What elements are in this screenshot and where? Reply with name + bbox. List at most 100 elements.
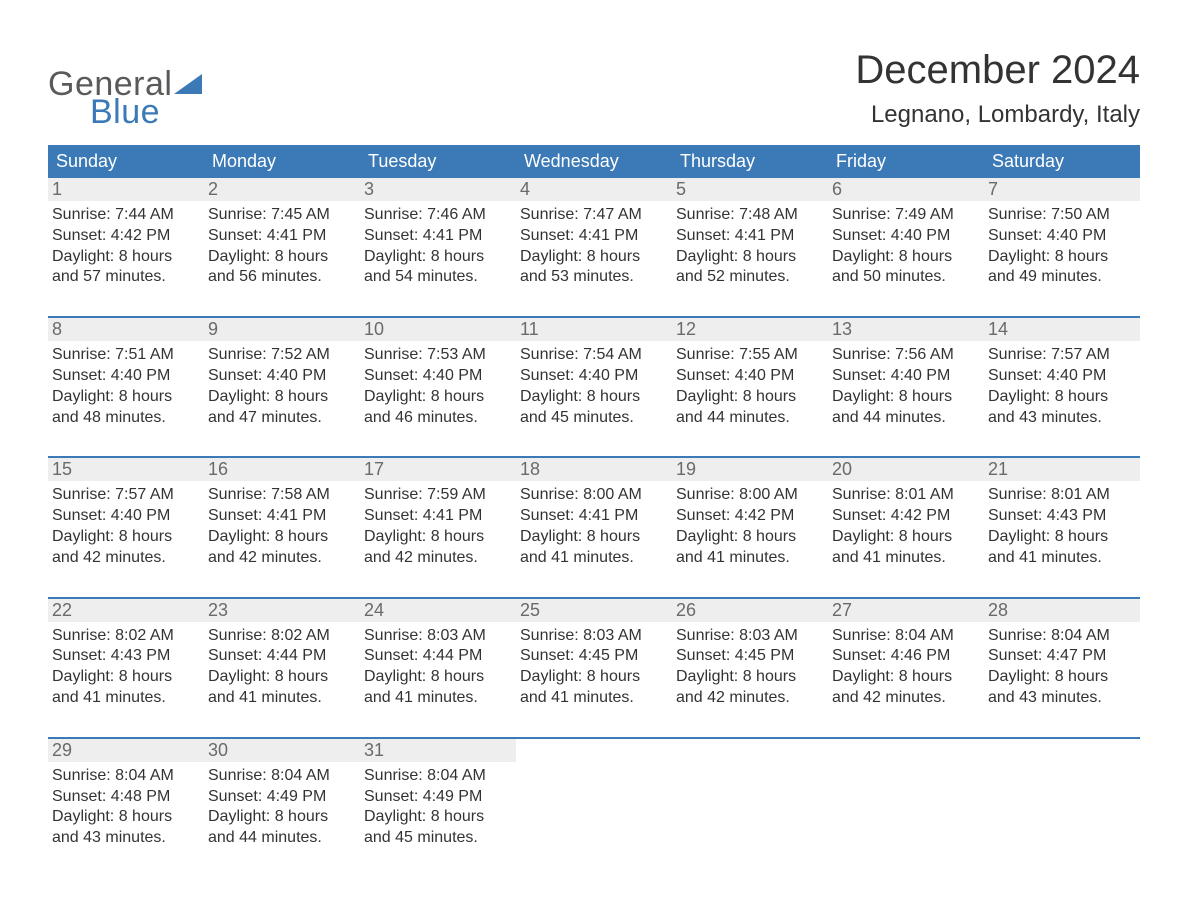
- sunrise-line: Sunrise: 8:04 AM: [364, 766, 512, 787]
- day-number: 4: [516, 178, 672, 201]
- day-cell: Sunrise: 8:04 AMSunset: 4:49 PMDaylight:…: [360, 762, 516, 877]
- sunset-line: Sunset: 4:46 PM: [832, 646, 980, 667]
- daylight-line-2: and 52 minutes.: [676, 267, 824, 288]
- day-cell: Sunrise: 7:45 AMSunset: 4:41 PMDaylight:…: [204, 201, 360, 317]
- daylight-line-2: and 56 minutes.: [208, 267, 356, 288]
- day-number-row: 293031: [48, 739, 1140, 762]
- day-cell: Sunrise: 7:44 AMSunset: 4:42 PMDaylight:…: [48, 201, 204, 317]
- daylight-line-1: Daylight: 8 hours: [208, 387, 356, 408]
- day-number: 22: [48, 599, 204, 622]
- header: General Blue December 2024 Legnano, Lomb…: [48, 48, 1140, 129]
- day-cell: Sunrise: 7:55 AMSunset: 4:40 PMDaylight:…: [672, 341, 828, 457]
- sunset-line: Sunset: 4:41 PM: [364, 506, 512, 527]
- day-number: 31: [360, 739, 516, 762]
- day-header: Friday: [828, 145, 984, 178]
- daylight-line-2: and 41 minutes.: [520, 548, 668, 569]
- sunset-line: Sunset: 4:40 PM: [52, 506, 200, 527]
- daylight-line-1: Daylight: 8 hours: [676, 247, 824, 268]
- daylight-line-2: and 57 minutes.: [52, 267, 200, 288]
- sunrise-line: Sunrise: 7:54 AM: [520, 345, 668, 366]
- sunrise-line: Sunrise: 8:04 AM: [832, 626, 980, 647]
- day-number: 19: [672, 458, 828, 481]
- sunrise-line: Sunrise: 7:53 AM: [364, 345, 512, 366]
- day-header: Sunday: [48, 145, 204, 178]
- logo-text-blue: Blue: [90, 95, 202, 129]
- daylight-line-2: and 50 minutes.: [832, 267, 980, 288]
- daylight-line-2: and 42 minutes.: [208, 548, 356, 569]
- daylight-line-2: and 41 minutes.: [988, 548, 1136, 569]
- day-header: Monday: [204, 145, 360, 178]
- sunset-line: Sunset: 4:40 PM: [988, 226, 1136, 247]
- daylight-line-1: Daylight: 8 hours: [52, 807, 200, 828]
- sunset-line: Sunset: 4:41 PM: [520, 506, 668, 527]
- sunrise-line: Sunrise: 8:03 AM: [364, 626, 512, 647]
- sunrise-line: Sunrise: 7:57 AM: [988, 345, 1136, 366]
- daylight-line-1: Daylight: 8 hours: [364, 527, 512, 548]
- sunrise-line: Sunrise: 7:49 AM: [832, 205, 980, 226]
- daylight-line-2: and 42 minutes.: [52, 548, 200, 569]
- day-cell: Sunrise: 7:46 AMSunset: 4:41 PMDaylight:…: [360, 201, 516, 317]
- sunset-line: Sunset: 4:40 PM: [520, 366, 668, 387]
- daylight-line-1: Daylight: 8 hours: [364, 387, 512, 408]
- sunrise-line: Sunrise: 8:03 AM: [676, 626, 824, 647]
- daylight-line-1: Daylight: 8 hours: [52, 527, 200, 548]
- day-number: 15: [48, 458, 204, 481]
- daylight-line-1: Daylight: 8 hours: [676, 527, 824, 548]
- sunrise-line: Sunrise: 8:00 AM: [676, 485, 824, 506]
- daylight-line-1: Daylight: 8 hours: [52, 247, 200, 268]
- daylight-line-2: and 43 minutes.: [988, 688, 1136, 709]
- calendar-page: General Blue December 2024 Legnano, Lomb…: [0, 0, 1188, 917]
- day-number-row: 891011121314: [48, 318, 1140, 341]
- day-number: 10: [360, 318, 516, 341]
- sunset-line: Sunset: 4:41 PM: [364, 226, 512, 247]
- day-cell: [828, 762, 984, 877]
- daylight-line-2: and 42 minutes.: [364, 548, 512, 569]
- day-cell: Sunrise: 7:56 AMSunset: 4:40 PMDaylight:…: [828, 341, 984, 457]
- daylight-line-1: Daylight: 8 hours: [520, 387, 668, 408]
- day-number: 20: [828, 458, 984, 481]
- daylight-line-2: and 42 minutes.: [676, 688, 824, 709]
- sunrise-line: Sunrise: 8:02 AM: [52, 626, 200, 647]
- sunrise-line: Sunrise: 8:02 AM: [208, 626, 356, 647]
- day-number: 26: [672, 599, 828, 622]
- flag-icon: [174, 74, 202, 94]
- day-cell: Sunrise: 7:50 AMSunset: 4:40 PMDaylight:…: [984, 201, 1140, 317]
- day-cell: Sunrise: 8:03 AMSunset: 4:45 PMDaylight:…: [672, 622, 828, 738]
- sunset-line: Sunset: 4:49 PM: [208, 787, 356, 808]
- daylight-line-1: Daylight: 8 hours: [208, 247, 356, 268]
- daylight-line-1: Daylight: 8 hours: [520, 667, 668, 688]
- sunrise-line: Sunrise: 7:52 AM: [208, 345, 356, 366]
- day-cell: Sunrise: 8:03 AMSunset: 4:45 PMDaylight:…: [516, 622, 672, 738]
- day-cell: Sunrise: 7:57 AMSunset: 4:40 PMDaylight:…: [48, 481, 204, 597]
- daylight-line-2: and 42 minutes.: [832, 688, 980, 709]
- daylight-line-2: and 41 minutes.: [832, 548, 980, 569]
- location: Legnano, Lombardy, Italy: [855, 101, 1140, 129]
- sunset-line: Sunset: 4:49 PM: [364, 787, 512, 808]
- daylight-line-1: Daylight: 8 hours: [364, 807, 512, 828]
- daylight-line-1: Daylight: 8 hours: [988, 247, 1136, 268]
- sunrise-line: Sunrise: 8:04 AM: [988, 626, 1136, 647]
- day-cell: Sunrise: 8:01 AMSunset: 4:43 PMDaylight:…: [984, 481, 1140, 597]
- daylight-line-2: and 44 minutes.: [208, 828, 356, 849]
- day-number-row: 15161718192021: [48, 458, 1140, 481]
- sunrise-line: Sunrise: 7:51 AM: [52, 345, 200, 366]
- sunrise-line: Sunrise: 8:03 AM: [520, 626, 668, 647]
- sunrise-line: Sunrise: 7:44 AM: [52, 205, 200, 226]
- sunrise-line: Sunrise: 7:47 AM: [520, 205, 668, 226]
- day-number: 13: [828, 318, 984, 341]
- sunrise-line: Sunrise: 7:55 AM: [676, 345, 824, 366]
- day-number: 30: [204, 739, 360, 762]
- daylight-line-1: Daylight: 8 hours: [676, 667, 824, 688]
- daylight-line-1: Daylight: 8 hours: [520, 247, 668, 268]
- logo: General Blue: [48, 67, 202, 129]
- sunset-line: Sunset: 4:45 PM: [676, 646, 824, 667]
- day-number: 25: [516, 599, 672, 622]
- daylight-line-2: and 45 minutes.: [364, 828, 512, 849]
- daylight-line-2: and 41 minutes.: [52, 688, 200, 709]
- daylight-line-2: and 43 minutes.: [988, 408, 1136, 429]
- day-number: 14: [984, 318, 1140, 341]
- daylight-line-2: and 43 minutes.: [52, 828, 200, 849]
- day-header: Thursday: [672, 145, 828, 178]
- day-cell: Sunrise: 7:53 AMSunset: 4:40 PMDaylight:…: [360, 341, 516, 457]
- sunrise-line: Sunrise: 7:50 AM: [988, 205, 1136, 226]
